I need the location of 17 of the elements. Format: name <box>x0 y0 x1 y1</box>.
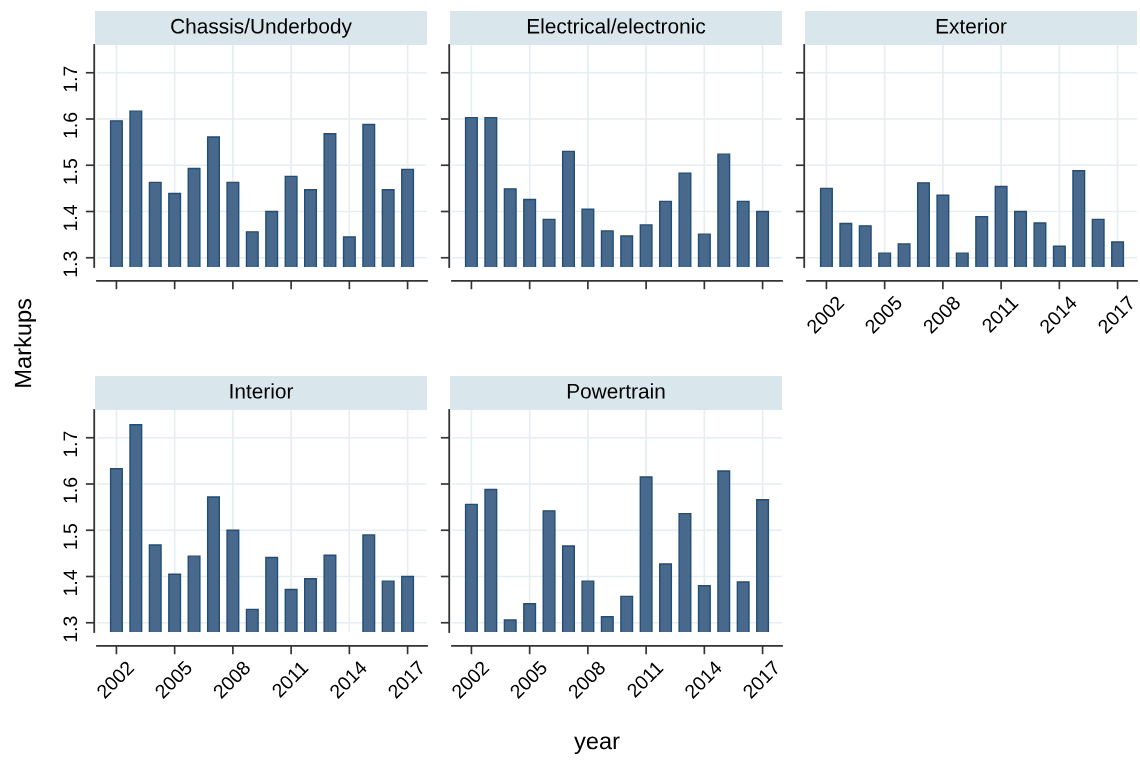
y-tick-label: 1.7 <box>63 66 77 92</box>
y-tick-label: 1.3 <box>63 616 78 642</box>
y-tick-label: 1.6 <box>63 477 78 503</box>
y-tick-label: 1.4 <box>63 570 77 595</box>
y-tick-label: 1.5 <box>63 524 78 549</box>
chart-title: Powertrain <box>567 383 665 399</box>
y-tick-label: 1.3 <box>63 251 78 277</box>
x-axis-title: year <box>574 736 620 755</box>
y-tick-label: 1.5 <box>63 159 78 184</box>
y-tick-label: 1.7 <box>63 431 77 457</box>
chart-title: Interior <box>230 383 294 399</box>
chart-title: Chassis/Underbody <box>171 18 352 38</box>
chart-title: Exterior <box>936 18 1007 34</box>
chart-title: Electrical/electronic <box>527 18 706 34</box>
y-axis-title: Markups <box>14 298 36 387</box>
y-tick-label: 1.6 <box>63 112 78 138</box>
y-tick-label: 1.4 <box>63 205 77 230</box>
